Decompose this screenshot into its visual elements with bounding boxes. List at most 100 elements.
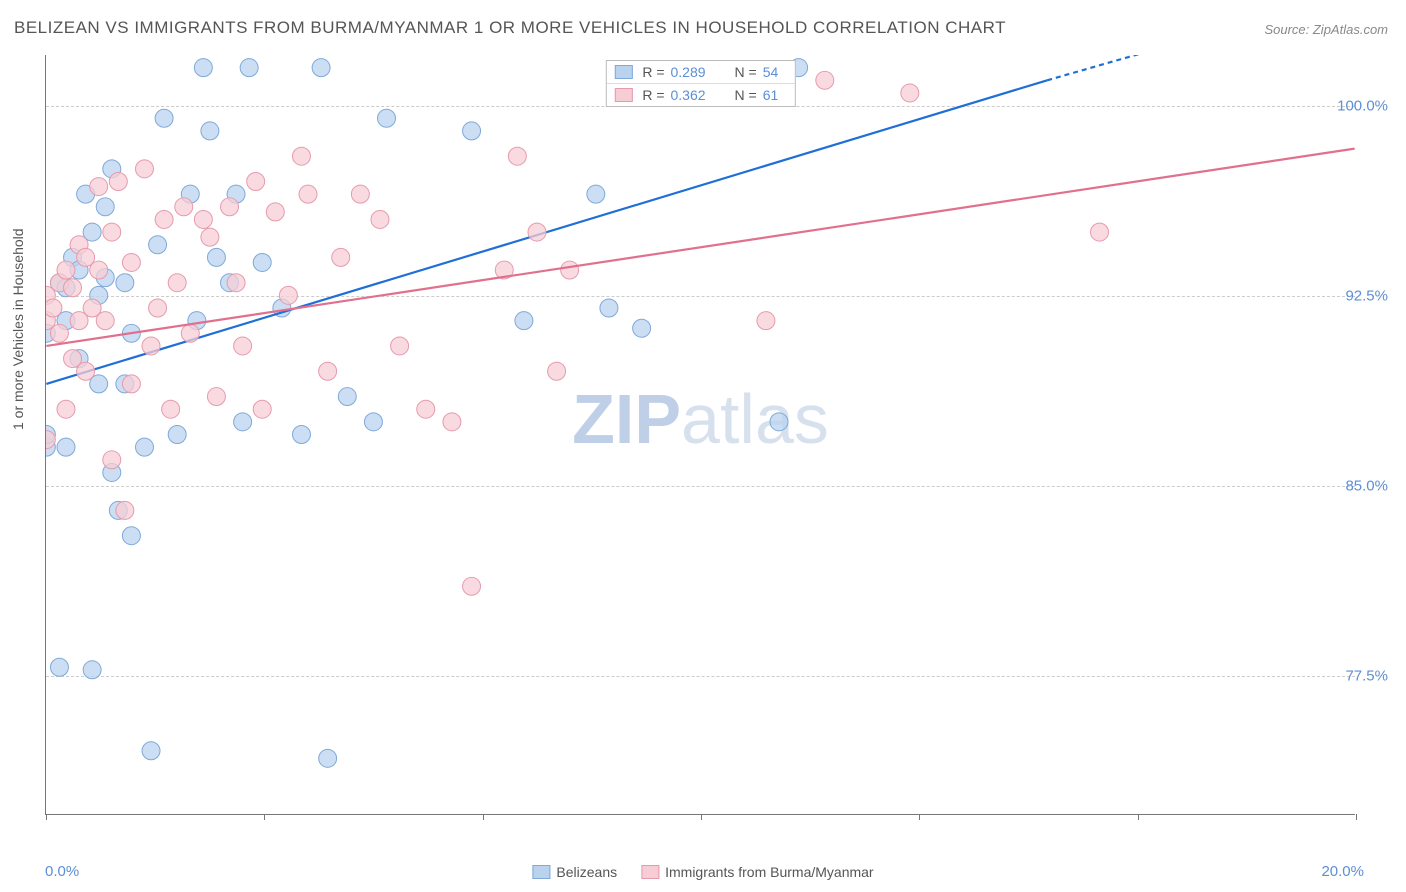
data-point xyxy=(142,337,160,355)
data-point xyxy=(168,426,186,444)
plot-area: ZIPatlas R =0.289N =54R =0.362N =61 xyxy=(45,55,1355,815)
legend-correlation: R =0.289N =54R =0.362N =61 xyxy=(605,60,795,107)
data-point xyxy=(234,337,252,355)
data-point xyxy=(207,248,225,266)
data-point xyxy=(770,413,788,431)
data-point xyxy=(64,279,82,297)
source-label: Source: ZipAtlas.com xyxy=(1264,22,1388,37)
data-point xyxy=(757,312,775,330)
data-point xyxy=(463,122,481,140)
data-point xyxy=(351,185,369,203)
data-point xyxy=(116,501,134,519)
data-point xyxy=(247,173,265,191)
data-point xyxy=(103,451,121,469)
data-point xyxy=(561,261,579,279)
data-point xyxy=(109,173,127,191)
trend-line-dash xyxy=(1047,55,1224,80)
data-point xyxy=(77,362,95,380)
data-point xyxy=(90,178,108,196)
data-point xyxy=(319,362,337,380)
data-point xyxy=(227,274,245,292)
x-tick xyxy=(483,814,484,820)
data-point xyxy=(96,312,114,330)
data-point xyxy=(234,413,252,431)
legend-row: R = 0.362 N = 61 xyxy=(606,84,794,106)
data-point xyxy=(633,319,651,337)
data-point xyxy=(135,438,153,456)
data-point xyxy=(122,527,140,545)
legend-r-value: 0.362 xyxy=(671,87,719,103)
data-point xyxy=(155,109,173,127)
data-point xyxy=(116,274,134,292)
data-point xyxy=(50,658,68,676)
data-point xyxy=(364,413,382,431)
data-point xyxy=(207,388,225,406)
legend-n-label: N = xyxy=(735,64,757,80)
data-point xyxy=(194,59,212,77)
data-point xyxy=(90,261,108,279)
data-point xyxy=(149,236,167,254)
legend-r-label: R = xyxy=(642,87,664,103)
data-point xyxy=(816,71,834,89)
x-tick xyxy=(701,814,702,820)
data-point xyxy=(338,388,356,406)
data-point xyxy=(96,198,114,216)
data-point xyxy=(292,426,310,444)
x-tick xyxy=(1356,814,1357,820)
x-tick xyxy=(1138,814,1139,820)
data-point xyxy=(292,147,310,165)
y-axis-label: 1 or more Vehicles in Household xyxy=(10,228,26,430)
data-point xyxy=(253,253,271,271)
data-point xyxy=(253,400,271,418)
legend-swatch xyxy=(641,865,659,879)
data-point xyxy=(508,147,526,165)
data-point xyxy=(194,210,212,228)
data-point xyxy=(83,661,101,679)
legend-item: Immigrants from Burma/Myanmar xyxy=(641,864,873,880)
data-point xyxy=(135,160,153,178)
legend-swatch xyxy=(532,865,550,879)
data-point xyxy=(57,261,75,279)
x-tick-max: 20.0% xyxy=(1321,863,1364,880)
trend-line xyxy=(46,149,1354,346)
data-point xyxy=(443,413,461,431)
legend-r-label: R = xyxy=(642,64,664,80)
legend-label: Immigrants from Burma/Myanmar xyxy=(665,864,873,880)
data-point xyxy=(548,362,566,380)
legend-swatch xyxy=(614,65,632,79)
data-point xyxy=(371,210,389,228)
data-point xyxy=(50,324,68,342)
chart-title: BELIZEAN VS IMMIGRANTS FROM BURMA/MYANMA… xyxy=(14,18,1006,38)
legend-n-label: N = xyxy=(735,87,757,103)
data-point xyxy=(149,299,167,317)
data-point xyxy=(600,299,618,317)
data-point xyxy=(142,742,160,760)
data-point xyxy=(417,400,435,418)
data-point xyxy=(1091,223,1109,241)
data-point xyxy=(515,312,533,330)
chart-svg xyxy=(46,55,1355,814)
legend-series: Belizeans Immigrants from Burma/Myanmar xyxy=(532,864,873,880)
data-point xyxy=(391,337,409,355)
data-point xyxy=(299,185,317,203)
data-point xyxy=(57,400,75,418)
data-point xyxy=(122,253,140,271)
data-point xyxy=(57,438,75,456)
data-point xyxy=(168,274,186,292)
data-point xyxy=(587,185,605,203)
legend-row: R =0.289N =54 xyxy=(606,61,794,84)
x-tick xyxy=(264,814,265,820)
data-point xyxy=(319,749,337,767)
data-point xyxy=(162,400,180,418)
data-point xyxy=(181,324,199,342)
data-point xyxy=(46,299,62,317)
legend-n-value: 61 xyxy=(763,87,787,103)
legend-item: Belizeans xyxy=(532,864,617,880)
legend-label: Belizeans xyxy=(556,864,617,880)
x-tick-min: 0.0% xyxy=(45,863,79,880)
data-point xyxy=(279,286,297,304)
data-point xyxy=(332,248,350,266)
data-point xyxy=(122,375,140,393)
data-point xyxy=(201,228,219,246)
data-point xyxy=(175,198,193,216)
